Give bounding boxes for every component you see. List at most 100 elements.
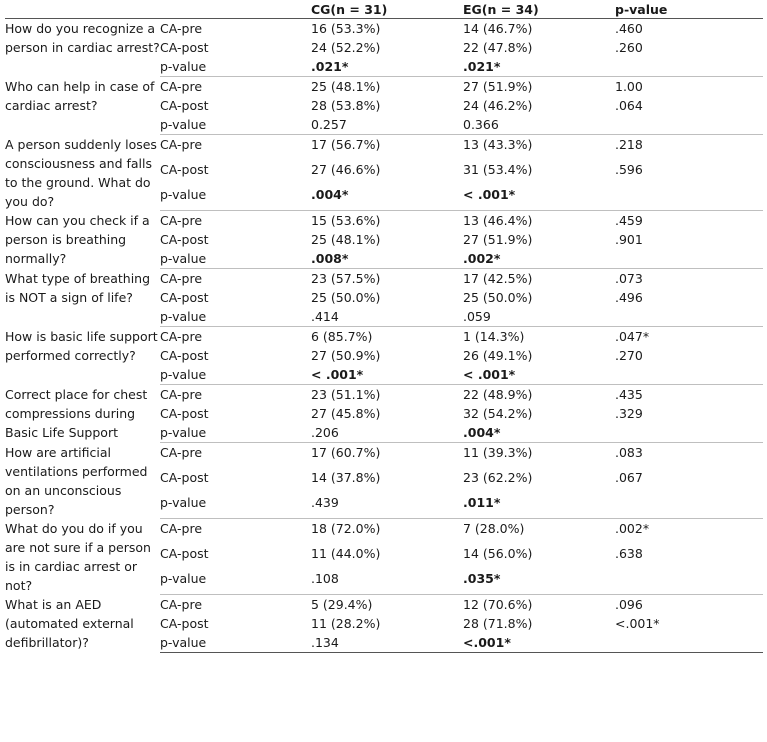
cg-value: .004* — [311, 184, 463, 211]
eg-value: 27 (51.9%) — [463, 232, 533, 247]
eg-value: .002* — [463, 249, 615, 269]
table-row: How do you recognize a person in cardiac… — [5, 19, 763, 55]
cg-value: 14 (37.8%) — [311, 470, 381, 486]
eg-value: 22 (48.9%) — [463, 387, 533, 402]
question-text: What type of breathing is NOT a sign of … — [5, 270, 151, 305]
row-label: CA-post — [160, 348, 209, 363]
row-label: CA-pre — [160, 21, 203, 36]
question-text: How is basic life support performed corr… — [5, 328, 158, 363]
row-label: CA-post — [160, 616, 209, 631]
eg-value: 13 (46.4%) — [463, 213, 533, 228]
p-value: .435 — [615, 387, 643, 402]
question-text: What do you do if you are not sure if a … — [5, 520, 151, 593]
p-value: 1.00 — [615, 79, 643, 94]
p-value — [615, 57, 763, 77]
p-value: .260 — [615, 40, 643, 55]
eg-value: 11 (39.3%) — [463, 445, 533, 460]
p-value: .496 — [615, 290, 643, 305]
row-label: CA-pre — [160, 597, 203, 612]
row-label: CA-post — [160, 470, 209, 486]
eg-value: 14 (56.0%) — [463, 546, 533, 562]
cg-value: 5 (29.4%) — [311, 597, 373, 612]
p-value: .270 — [615, 348, 643, 363]
row-label: p-value — [160, 115, 311, 135]
p-value: .073 — [615, 271, 643, 286]
row-label: CA-post — [160, 98, 209, 113]
cg-value: .134 — [311, 633, 463, 653]
cg-value: 27 (46.6%) — [311, 162, 381, 178]
row-label: CA-pre — [160, 521, 203, 536]
row-label: CA-pre — [160, 445, 203, 460]
eg-value: 17 (42.5%) — [463, 271, 533, 286]
table-row: p-value .008* .002* — [5, 249, 763, 269]
eg-value: 22 (47.8%) — [463, 40, 533, 55]
cg-value: 17 (60.7%) — [311, 445, 381, 460]
cg-value: 11 (28.2%) — [311, 616, 381, 631]
cg-value: 17 (56.7%) — [311, 137, 381, 152]
question-text: How are artificial ventilations performe… — [5, 444, 148, 517]
p-value — [615, 492, 763, 519]
header-cg: CG(n = 31) — [311, 2, 463, 19]
p-value — [615, 423, 763, 443]
cg-value: .021* — [311, 57, 463, 77]
eg-value: 24 (46.2%) — [463, 98, 533, 113]
p-value: .329 — [615, 406, 643, 421]
header-question — [5, 2, 160, 19]
question-text: What is an AED (automated external defib… — [5, 596, 134, 650]
eg-value: 7 (28.0%) — [463, 521, 525, 536]
table-body: How do you recognize a person in cardiac… — [5, 19, 763, 653]
question-text: Correct place for chest compressions dur… — [5, 386, 148, 440]
eg-value: 28 (71.8%) — [463, 616, 533, 631]
table-row: p-value .206.004* — [5, 423, 763, 443]
row-label: p-value — [160, 184, 311, 211]
p-value: .083 — [615, 445, 643, 460]
row-label: p-value — [160, 249, 311, 269]
eg-value: 13 (43.3%) — [463, 137, 533, 152]
header-row: CG(n = 31) EG(n = 34) p-value — [5, 2, 763, 19]
p-value: .002* — [615, 521, 650, 536]
cg-value: .414 — [311, 307, 463, 327]
question-text: A person suddenly loses consciousness an… — [5, 136, 157, 209]
cg-value: 23 (51.1%) — [311, 387, 381, 402]
results-table: CG(n = 31) EG(n = 34) p-value How do you… — [5, 2, 763, 653]
table-row: CA-post 24 (52.2%) 22 (47.8%) .260 — [5, 38, 763, 57]
table-row: p-value .108.035* — [5, 568, 763, 595]
cg-value: .439 — [311, 492, 463, 519]
cg-value: 15 (53.6%) — [311, 213, 381, 228]
table-row: Who can help in case of cardiac arrest? C… — [5, 77, 763, 113]
cg-value: .206 — [311, 423, 463, 443]
header-eg: EG(n = 34) — [463, 2, 615, 19]
eg-value: 27 (51.9%) — [463, 79, 533, 94]
p-value: .901 — [615, 232, 643, 247]
cg-value: 25 (48.1%) — [311, 79, 381, 94]
eg-value: < .001* — [463, 184, 615, 211]
table-row: p-value < .001* < .001* — [5, 365, 763, 385]
p-value: .638 — [615, 546, 643, 562]
p-value: .460 — [615, 21, 643, 36]
table-row: p-value .134 <.001* — [5, 633, 763, 653]
table-row: CA-post 28 (53.8%) 24 (46.2%) .064 — [5, 96, 763, 115]
table-row: CA-post 14 (37.8%) 23 (62.2%) .067 — [5, 468, 763, 493]
row-label: CA-pre — [160, 387, 203, 402]
p-value — [615, 633, 763, 653]
table-row: CA-post 11 (44.0%) 14 (56.0%) .638 — [5, 544, 763, 569]
eg-value: 12 (70.6%) — [463, 597, 533, 612]
eg-value: 25 (50.0%) — [463, 290, 533, 305]
p-value — [615, 184, 763, 211]
table-row: CA-post 27 (50.9%) 26 (49.1%) .270 — [5, 346, 763, 365]
row-label: CA-pre — [160, 329, 203, 344]
cg-value: .008* — [311, 249, 463, 269]
eg-value: .021* — [463, 57, 615, 77]
table-row: A person suddenly loses consciousness an… — [5, 135, 763, 209]
cg-value: 16 (53.3%) — [311, 21, 381, 36]
table-row: p-value .439.011* — [5, 492, 763, 519]
table-row: p-value .004* < .001* — [5, 184, 763, 211]
row-label: p-value — [160, 423, 311, 443]
p-value: .067 — [615, 470, 643, 486]
table-row: What is an AED (automated external defib… — [5, 595, 763, 650]
eg-value: .011* — [463, 492, 615, 519]
table-row: How can you check if a person is breathi… — [5, 211, 763, 266]
p-value: .096 — [615, 597, 643, 612]
row-label: CA-post — [160, 546, 209, 562]
cg-value: < .001* — [311, 365, 463, 385]
